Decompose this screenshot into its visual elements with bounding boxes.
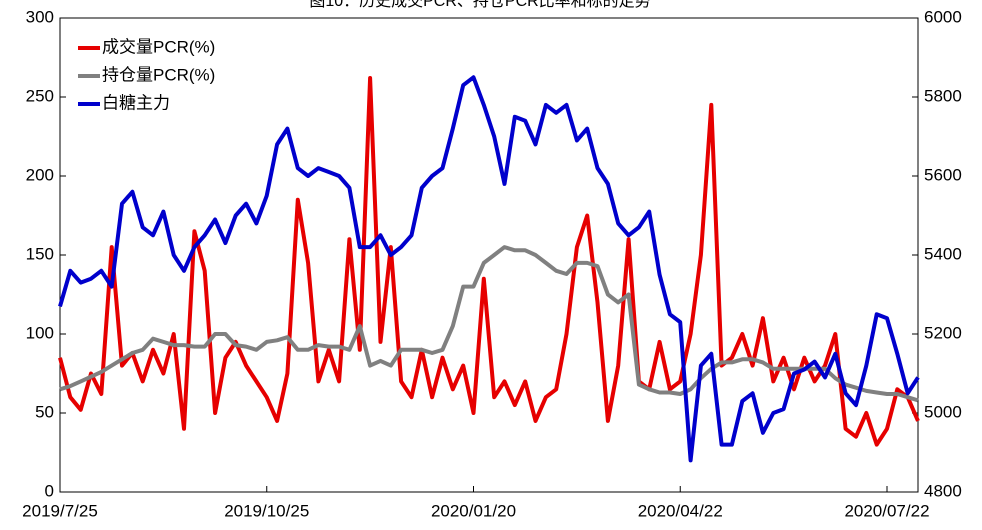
y-tick-label: 250 [26, 86, 54, 105]
series-line [58, 76, 920, 447]
y-tick-label: 300 [26, 7, 54, 26]
x-tick-label: 2020/07/22 [844, 501, 929, 520]
y-tick-label: 150 [26, 244, 54, 263]
y2-tick-label: 5200 [924, 323, 962, 342]
legend-label: 持仓量PCR(%) [102, 65, 215, 84]
y2-tick-label: 5400 [924, 244, 962, 263]
y-tick-label: 50 [35, 402, 54, 421]
x-tick-label: 2019/10/25 [224, 501, 309, 520]
y-tick-label: 200 [26, 165, 54, 184]
chart-title: 图10：历史成交PCR、持仓PCR比率和标的走势 [309, 0, 650, 10]
y2-tick-label: 5800 [924, 86, 962, 105]
x-tick-label: 2020/01/20 [431, 501, 516, 520]
series-line [59, 245, 919, 403]
y-tick-label: 100 [26, 323, 54, 342]
series-line [58, 75, 920, 463]
y-tick-label: 0 [45, 481, 54, 500]
y2-tick-label: 5600 [924, 165, 962, 184]
y2-tick-label: 4800 [924, 481, 962, 500]
legend-label: 成交量PCR(%) [102, 37, 215, 56]
plot-frame [59, 17, 919, 493]
legend-label: 白糖主力 [102, 93, 170, 112]
x-tick-label: 2020/04/22 [638, 501, 723, 520]
x-tick-label: 2019/7/25 [22, 501, 98, 520]
y2-tick-label: 5000 [924, 402, 962, 421]
y2-tick-label: 6000 [924, 7, 962, 26]
